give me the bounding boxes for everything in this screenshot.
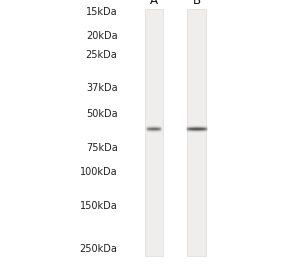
Text: 25kDa: 25kDa xyxy=(86,50,117,60)
Text: 50kDa: 50kDa xyxy=(86,109,117,119)
Text: A: A xyxy=(150,0,158,7)
Text: 20kDa: 20kDa xyxy=(86,31,117,41)
Text: 100kDa: 100kDa xyxy=(80,167,117,177)
Text: 250kDa: 250kDa xyxy=(80,244,117,254)
Text: 37kDa: 37kDa xyxy=(86,83,117,93)
Text: B: B xyxy=(193,0,201,7)
Bar xyxy=(145,9,164,256)
Bar xyxy=(187,9,206,256)
Text: 150kDa: 150kDa xyxy=(80,201,117,211)
Text: 15kDa: 15kDa xyxy=(86,7,117,17)
Text: 75kDa: 75kDa xyxy=(86,143,117,153)
